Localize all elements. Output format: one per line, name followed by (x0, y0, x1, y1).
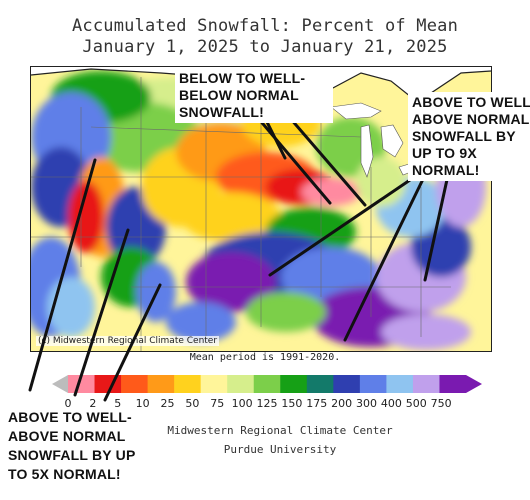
legend-tick-label: 5 (114, 397, 122, 410)
annotation-above-normal-west: ABOVE TO WELL- ABOVE NORMAL SNOWFALL BY … (8, 408, 158, 484)
color-legend-bar (52, 375, 482, 393)
legend-color-swatch (94, 375, 122, 393)
legend-color-swatch (227, 375, 255, 393)
legend-tick-label: 200 (331, 397, 353, 410)
annotation-line: ABOVE TO WELL (412, 94, 530, 110)
legend-color-swatch (412, 375, 440, 393)
legend-tick-label: 750 (430, 397, 452, 410)
legend-color-swatch (333, 375, 361, 393)
legend-tick-label: 25 (160, 397, 175, 410)
legend-color-swatch (200, 375, 228, 393)
mean-period-note: Mean period is 1991-2020. (189, 352, 341, 363)
annotation-line: SNOWFALL! (179, 104, 265, 120)
legend-color-swatch (253, 375, 281, 393)
annotation-line: ABOVE NORMAL (8, 428, 126, 444)
map-title: Accumulated Snowfall: Percent of Mean (71, 16, 459, 36)
annotation-line: UP TO 9X (412, 145, 477, 161)
legend-tick-label: 0 (64, 397, 72, 410)
footer-university: Purdue University (223, 443, 337, 456)
legend-tick-label: 125 (256, 397, 278, 410)
legend-tick-label: 500 (405, 397, 427, 410)
map-credit: (c) Midwestern Regional Climate Center (36, 336, 220, 346)
map-subtitle: January 1, 2025 to January 21, 2025 (82, 37, 448, 57)
annotation-line: ABOVE TO WELL- (8, 409, 132, 425)
legend-color-swatch (174, 375, 202, 393)
legend-color-swatch (121, 375, 149, 393)
legend-tick-label: 150 (281, 397, 303, 410)
legend-color-swatch (359, 375, 387, 393)
legend-tick-label: 75 (210, 397, 225, 410)
legend-tick-label: 175 (306, 397, 328, 410)
annotation-line: SNOWFALL BY UP (8, 447, 136, 463)
legend-tick-label: 300 (356, 397, 377, 410)
legend-arrow-low (52, 375, 68, 393)
legend-color-swatch (306, 375, 334, 393)
legend-color-swatch (386, 375, 414, 393)
legend-color-swatch (439, 375, 466, 393)
legend-tick-label: 2 (89, 397, 97, 410)
annotation-line: SNOWFALL BY (412, 128, 516, 144)
annotation-line: NORMAL! (412, 162, 480, 178)
legend-arrow-high (466, 375, 482, 393)
legend-tick-label: 400 (380, 397, 402, 410)
annotation-line: BELOW TO WELL- (179, 70, 306, 86)
annotation-above-normal-east: ABOVE TO WELL ABOVE NORMAL SNOWFALL BY U… (408, 92, 530, 181)
annotation-below-normal: BELOW TO WELL- BELOW NORMAL SNOWFALL! (175, 68, 333, 123)
legend-color-swatch (147, 375, 175, 393)
annotation-line: ABOVE NORMAL (412, 111, 530, 127)
legend-color-swatch (68, 375, 96, 393)
legend-tick-label: 100 (231, 397, 253, 410)
footer-organization: Midwestern Regional Climate Center (167, 424, 393, 437)
annotation-line: BELOW NORMAL (179, 87, 299, 103)
annotation-line: TO 5X NORMAL! (8, 466, 121, 482)
legend-tick-label: 50 (185, 397, 200, 410)
legend-color-swatch (280, 375, 308, 393)
